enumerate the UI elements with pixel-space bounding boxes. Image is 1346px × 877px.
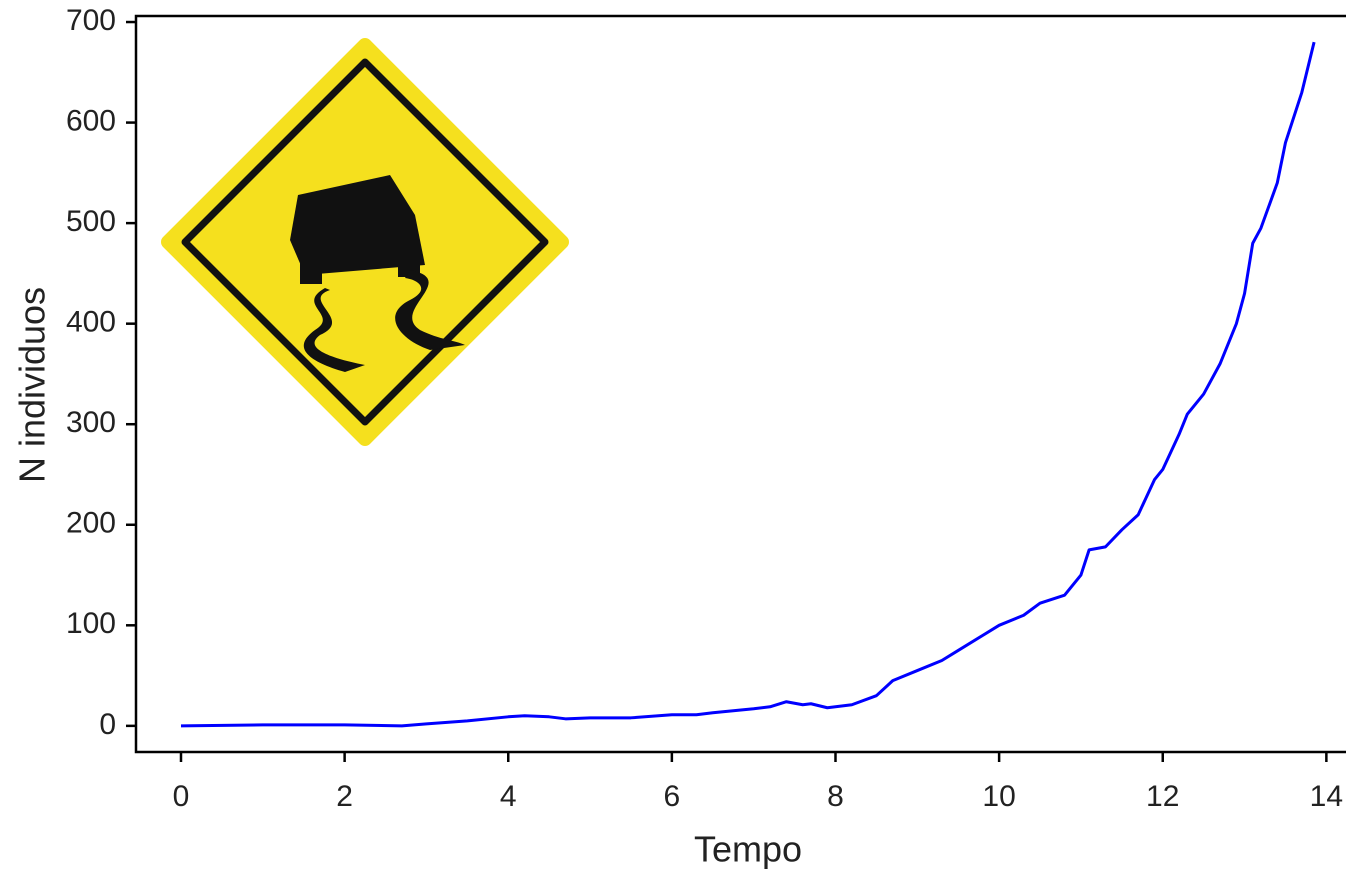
page: 0 2 4 6 8 10 12 14 0 100 200 300 400 500 600 700 Tempo N … (0, 0, 1346, 877)
y-tick-label: 600 (66, 105, 116, 138)
x-tick-label: 4 (500, 780, 517, 813)
x-tick-label: 8 (827, 780, 844, 813)
warning-sign-image (168, 45, 562, 439)
y-tick-label: 500 (66, 205, 116, 238)
x-tick-label: 2 (336, 780, 353, 813)
y-tick-label: 100 (66, 607, 116, 640)
y-tick-label: 200 (66, 507, 116, 540)
x-tick-label: 14 (1310, 780, 1343, 813)
y-axis-label: N individuos (12, 287, 53, 483)
y-tick-label: 300 (66, 406, 116, 439)
x-tick-label: 6 (664, 780, 681, 813)
x-tick-label: 0 (173, 780, 190, 813)
x-axis-label: Tempo (694, 829, 802, 870)
x-tick-label: 10 (982, 780, 1015, 813)
x-tick-label: 12 (1146, 780, 1179, 813)
y-tick-label: 0 (99, 708, 116, 741)
y-tick-label: 400 (66, 306, 116, 339)
chart: 0 2 4 6 8 10 12 14 0 100 200 300 400 500 600 700 Tempo N … (0, 0, 1346, 877)
y-tick-label: 700 (66, 4, 116, 37)
